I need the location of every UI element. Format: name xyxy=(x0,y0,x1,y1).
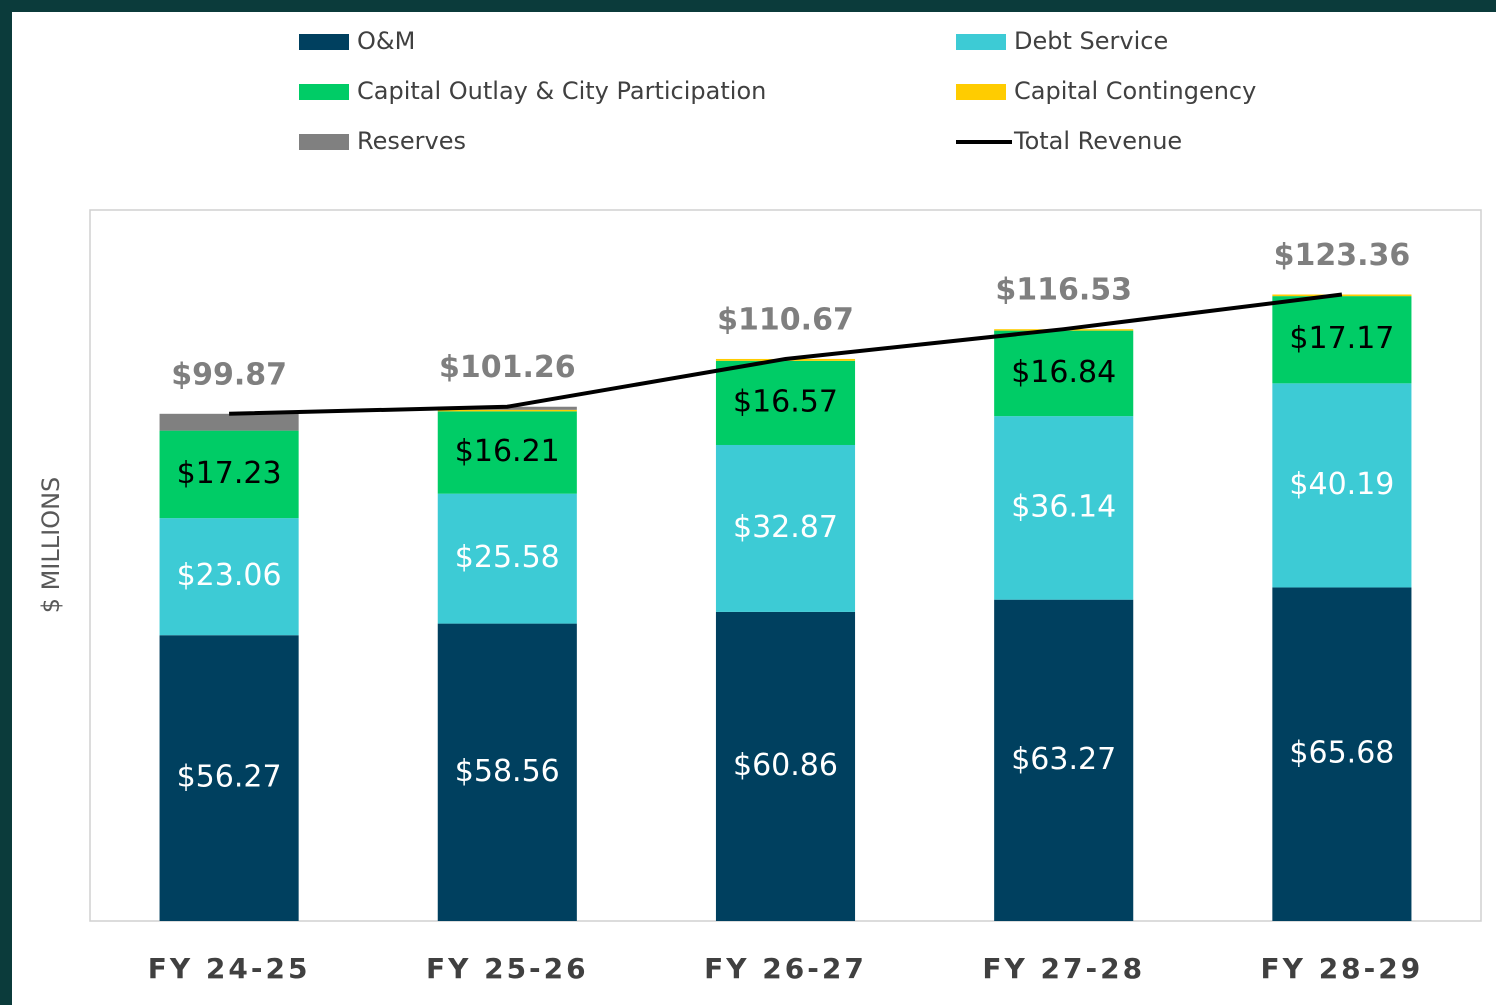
bar-segment xyxy=(994,599,1134,921)
total-label: $116.53 xyxy=(995,273,1132,308)
x-tick-label: FY 24-25 xyxy=(148,952,311,985)
x-tick-label: FY 28-29 xyxy=(1261,952,1424,985)
bar-segment xyxy=(715,360,856,445)
x-tick-label: FY 26-27 xyxy=(704,952,867,985)
legend-label: Capital Contingency xyxy=(1014,77,1256,105)
data-label: $58.56 xyxy=(455,754,560,789)
data-label: $60.86 xyxy=(733,748,838,783)
total-label: $110.67 xyxy=(717,302,854,337)
total-line xyxy=(229,292,1343,416)
legend-label: Total Revenue xyxy=(1013,127,1182,155)
data-label: $16.57 xyxy=(733,384,838,419)
bar-segment xyxy=(1272,383,1412,588)
legend-swatch xyxy=(299,84,349,100)
bar-segment xyxy=(437,493,577,624)
legend-label: O&M xyxy=(357,27,415,55)
legend-swatch xyxy=(299,134,349,150)
legend-swatch xyxy=(956,84,1006,100)
data-label: $17.23 xyxy=(177,456,282,491)
bar-segment xyxy=(159,413,299,431)
data-label: $25.58 xyxy=(455,540,560,575)
data-label: $16.84 xyxy=(1011,355,1116,390)
bar-segment xyxy=(159,635,299,921)
bar-segment xyxy=(1272,587,1412,921)
bar-segment xyxy=(437,411,577,494)
legend-swatch xyxy=(299,34,349,50)
total-label: $101.26 xyxy=(439,350,576,385)
data-label: $63.27 xyxy=(1011,742,1116,777)
data-label: $17.17 xyxy=(1289,321,1394,356)
x-tick-label: FY 27-28 xyxy=(982,952,1145,985)
data-label: $36.14 xyxy=(1011,489,1116,524)
data-label: $65.68 xyxy=(1289,736,1394,771)
bar-segment xyxy=(437,623,577,921)
data-label: $32.87 xyxy=(733,510,838,545)
legend-label: Debt Service xyxy=(1014,27,1168,55)
bar-segment xyxy=(437,409,577,412)
bar-segment xyxy=(994,416,1134,600)
total-label: $123.36 xyxy=(1274,238,1411,273)
bar-segment xyxy=(159,518,299,636)
bar-segment xyxy=(715,444,856,612)
bar-segment xyxy=(1272,296,1412,384)
legend-swatch xyxy=(956,34,1006,50)
x-tick-label: FY 25-26 xyxy=(426,952,589,985)
data-label: $40.19 xyxy=(1289,467,1394,502)
bar-segment xyxy=(994,330,1134,417)
legend-label: Reserves xyxy=(357,127,466,155)
data-label: $56.27 xyxy=(177,760,282,795)
total-label: $99.87 xyxy=(171,357,287,392)
bar-segment xyxy=(715,611,856,921)
legend-label: Capital Outlay & City Participation xyxy=(357,77,766,105)
data-label: $16.21 xyxy=(455,434,560,469)
y-axis-label: $ MILLIONS xyxy=(37,477,65,614)
bar-segment xyxy=(159,430,299,519)
data-label: $23.06 xyxy=(177,558,282,593)
